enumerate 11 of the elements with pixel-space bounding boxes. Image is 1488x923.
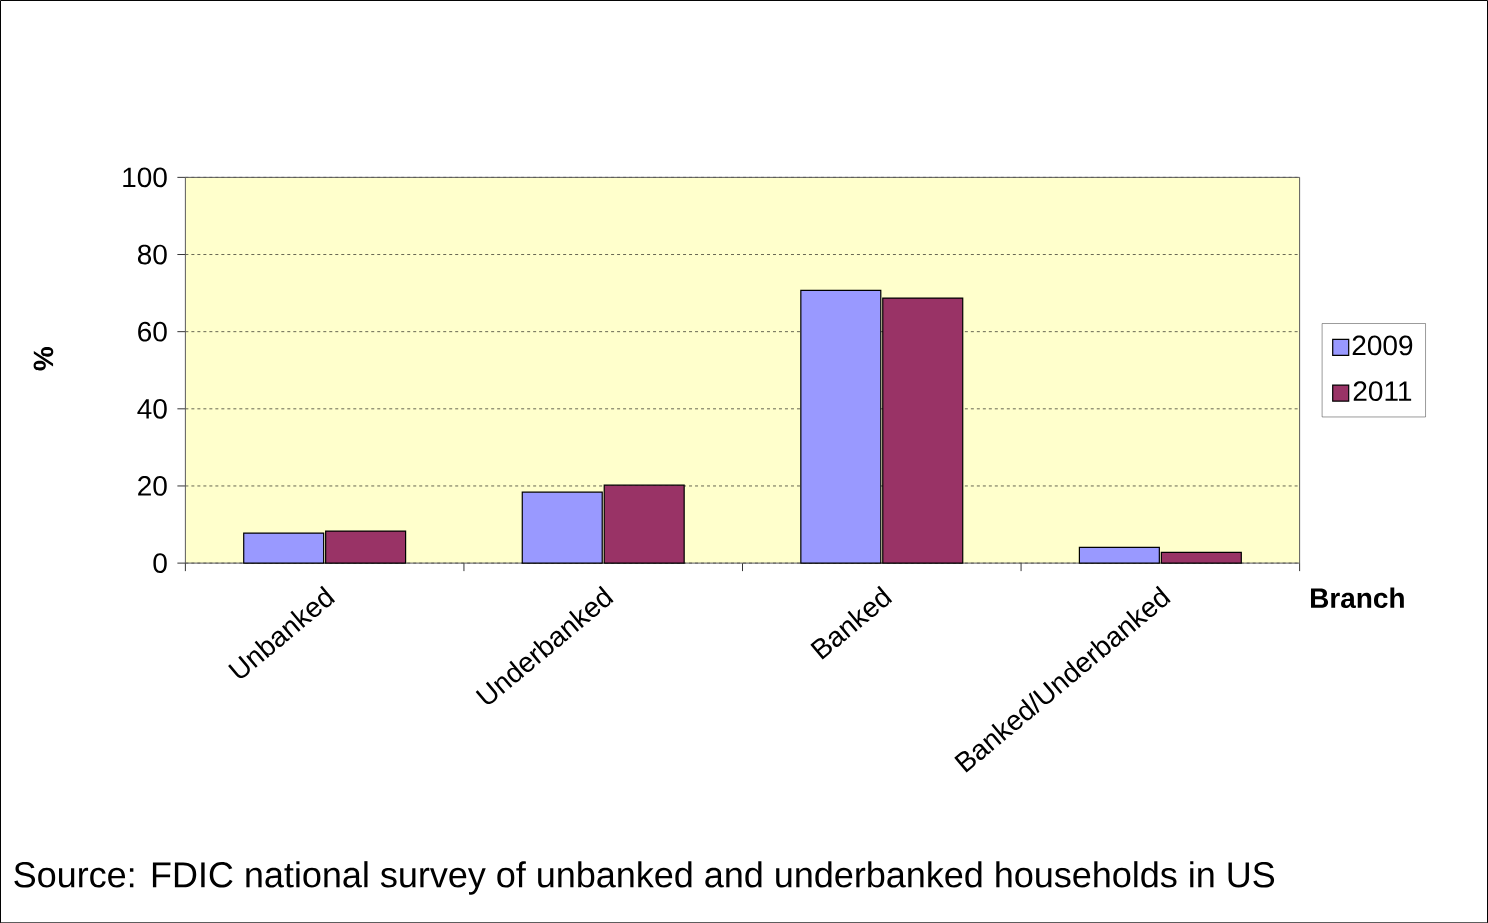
y-tick-label: 100 [123,167,167,188]
y-tick-label: 0 [153,553,167,573]
source-note: Source: FDIC national survey of unbanked and underbanked households in US [14,860,1275,895]
y-tick-label: 80 [137,244,167,265]
legend-label: 2009 [1352,335,1413,356]
x-axis-title: Branch [1311,587,1404,608]
y-tick-label: 20 [138,475,167,496]
y-tick-label: 40 [137,398,167,419]
y-tick-label: 60 [138,321,167,342]
y-axis-title: % [33,346,54,371]
legend-label: 2011 [1353,381,1412,401]
